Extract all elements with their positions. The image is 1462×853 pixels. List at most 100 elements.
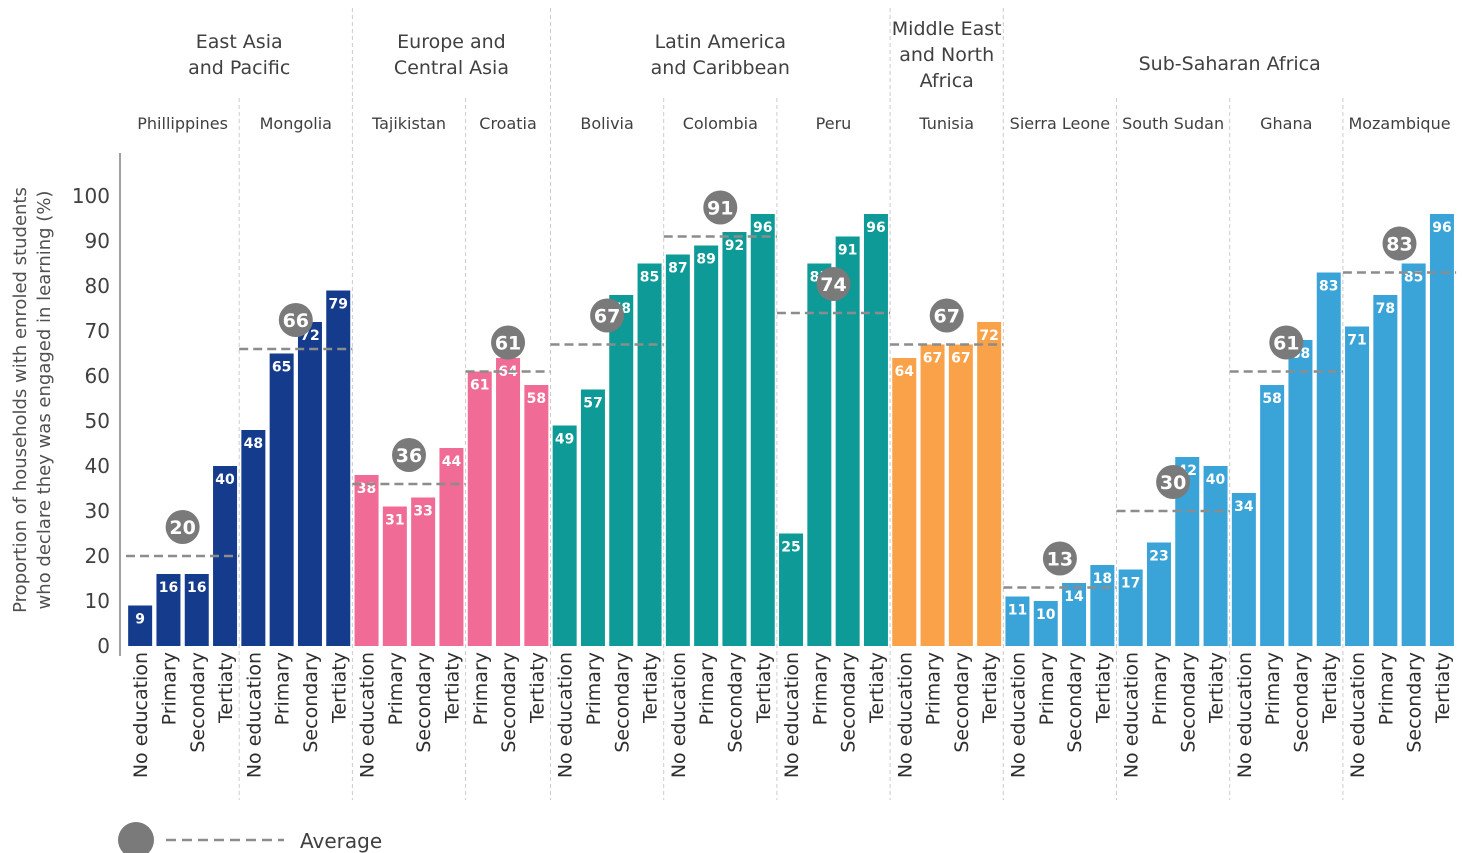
bar-value-label: 18 [1093,571,1112,587]
bar-mongolia-tertiaty [326,290,351,646]
bar-value-label: 72 [979,328,998,344]
region-label-line: and Caribbean [651,57,790,79]
bar-south-sudan-tertiaty [1203,466,1228,646]
average-marker-mozambique [1382,226,1417,261]
bar-ghana-tertiaty [1316,272,1341,646]
y-axis-label: Proportion of households with enroled st… [10,187,55,613]
category-label: Secondary [498,652,520,753]
bar-peru-secondary [835,236,860,646]
bar-mozambique-no-education [1345,326,1370,646]
average-value-label: 66 [283,310,309,332]
bar-croatia-tertiaty [524,385,549,646]
country-label: Ghana [1260,114,1312,133]
bar-value-label: 16 [159,580,178,596]
bar-value-label: 61 [470,378,489,394]
category-label: Primary [385,652,407,725]
category-label: Tertiaty [1432,652,1454,724]
category-label: Tertiaty [441,652,463,724]
bar-mongolia-no-education [241,430,266,646]
bar-value-label: 49 [555,432,574,448]
y-tick-label: 70 [85,319,110,343]
category-labels: No education Primary Secondary Tertiaty No e… [130,652,1454,778]
category-label: Primary [696,652,718,725]
average-value-label: 13 [1047,549,1073,571]
bar-value-label: 67 [951,351,970,367]
category-label: Secondary [187,652,209,753]
category-label: No education [357,652,379,778]
bar-phillippines-primary [156,574,181,646]
bar-tajikistan-no-education [354,475,379,646]
bar-value-label: 23 [1149,549,1168,565]
bar-value-label: 25 [781,540,800,556]
y-axis-label-line: Proportion of households with enroled st… [10,187,31,613]
category-label: Secondary [1290,652,1312,753]
category-label: Tertiaty [640,652,662,724]
bar-mozambique-secondary [1401,263,1426,646]
average-marker-mongolia [278,303,313,337]
bar-mongolia-secondary [297,322,322,646]
category-label: No education [243,652,265,778]
y-tick-labels: 0 10 20 30 40 50 60 70 80 90 100 [72,184,110,658]
average-value-label: 61 [495,333,521,355]
y-tick-label: 20 [85,544,110,568]
category-label: No education [781,652,803,778]
category-label: Primary [1149,652,1171,725]
region-label-line: Latin America [655,31,786,53]
average-marker-croatia [491,325,526,360]
bar-value-label: 48 [244,436,263,452]
category-label: Tertiaty [979,652,1001,724]
category-label: Secondary [951,652,973,753]
bar-value-label: 83 [1319,279,1338,295]
group-dividers [238,8,1344,800]
bar-peru-primary [807,263,832,646]
bar-tajikistan-tertiaty [439,448,464,646]
bar-value-label: 11 [1008,603,1027,619]
bar-value-label: 79 [329,297,348,313]
y-tick-label: 90 [85,229,110,253]
category-label: Secondary [611,652,633,753]
region-label: Europe and Central Asia [394,31,509,79]
average-marker-tunisia [929,298,964,333]
category-label: Primary [809,652,831,725]
bar-value-label: 91 [838,243,857,259]
category-label: Tertiaty [215,652,237,724]
category-label: Tertiaty [753,652,775,724]
region-label-line: Central Asia [394,57,509,79]
legend-average-label: Average [300,829,382,853]
region-label: Sub-Saharan Africa [1139,53,1321,75]
bar-sierra-leone-no-education [1005,596,1030,646]
region-label-line: Africa [920,70,974,92]
bar-value-label: 67 [923,351,942,367]
country-label: Bolivia [580,114,633,133]
y-tick-label: 60 [85,364,110,388]
region-label-line: Europe and [397,31,506,53]
country-label: Peru [816,114,852,133]
average-value-label: 67 [933,306,959,328]
y-tick-label: 40 [85,454,110,478]
region-label: Middle East and North Africa [892,18,1002,92]
category-label: Primary [1375,652,1397,725]
category-label: Tertiaty [1206,652,1228,724]
bar-value-label: 57 [583,396,602,412]
legend: Average [118,822,382,853]
average-marker-colombia [703,190,738,225]
average-value-label: 67 [594,306,620,328]
category-label: Primary [583,652,605,725]
bar-colombia-tertiaty [750,214,775,646]
region-label-line: and North [899,44,994,66]
bar-value-label: 89 [696,252,715,268]
category-label: No education [1007,652,1029,778]
bar-value-label: 78 [1376,301,1395,317]
bar-value-label: 40 [215,472,235,488]
bar-sierra-leone-secondary [1062,583,1087,646]
bar-value-label: 31 [385,513,404,529]
bar-ghana-no-education [1231,493,1256,646]
bar-value-label: 33 [413,504,432,520]
region-label-line: Middle East [892,18,1002,40]
bar-phillippines-secondary [184,574,209,646]
y-axis-label-line: who declare they was engaged in learning… [34,191,55,610]
bar-mongolia-primary [269,353,294,646]
average-markers: 20 66 36 61 67 91 74 67 13 30 61 83 [126,190,1457,589]
average-marker-sierra-leone [1042,541,1077,576]
bar-value-label: 17 [1121,576,1140,592]
